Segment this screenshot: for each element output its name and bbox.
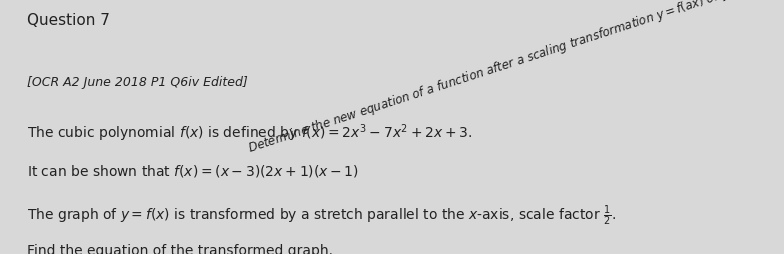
Text: [OCR A2 June 2018 P1 Q6iv Edited]: [OCR A2 June 2018 P1 Q6iv Edited] <box>27 76 249 89</box>
Text: It can be shown that $f(x) = (x-3)(2x+1)(x-1)$: It can be shown that $f(x) = (x-3)(2x+1)… <box>27 163 359 179</box>
Text: Find the equation of the transformed graph.: Find the equation of the transformed gra… <box>27 244 333 254</box>
Text: The graph of $y = f(x)$ is transformed by a stretch parallel to the $x$-axis, sc: The graph of $y = f(x)$ is transformed b… <box>27 203 616 228</box>
Text: Determine the new equation of a function after a scaling transformation $y = f(a: Determine the new equation of a function… <box>245 0 771 157</box>
Text: Question 7: Question 7 <box>27 13 111 28</box>
Text: The cubic polynomial $f(x)$ is defined by $f(x) = 2x^3-7x^2 + 2x + 3.$: The cubic polynomial $f(x)$ is defined b… <box>27 122 473 144</box>
